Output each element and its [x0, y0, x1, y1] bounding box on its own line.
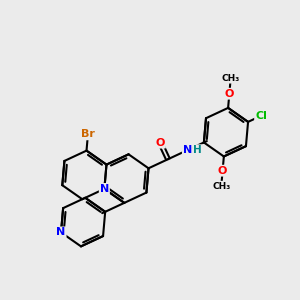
Text: CH₃: CH₃	[222, 74, 240, 83]
Text: N: N	[100, 184, 109, 194]
Text: N: N	[183, 145, 192, 155]
Text: Cl: Cl	[255, 111, 267, 121]
Text: H: H	[194, 145, 202, 155]
Text: CH₃: CH₃	[212, 182, 230, 190]
Text: O: O	[218, 166, 227, 176]
Text: O: O	[225, 89, 234, 99]
Text: N: N	[56, 227, 66, 237]
Text: O: O	[156, 138, 165, 148]
Text: Br: Br	[81, 129, 95, 139]
